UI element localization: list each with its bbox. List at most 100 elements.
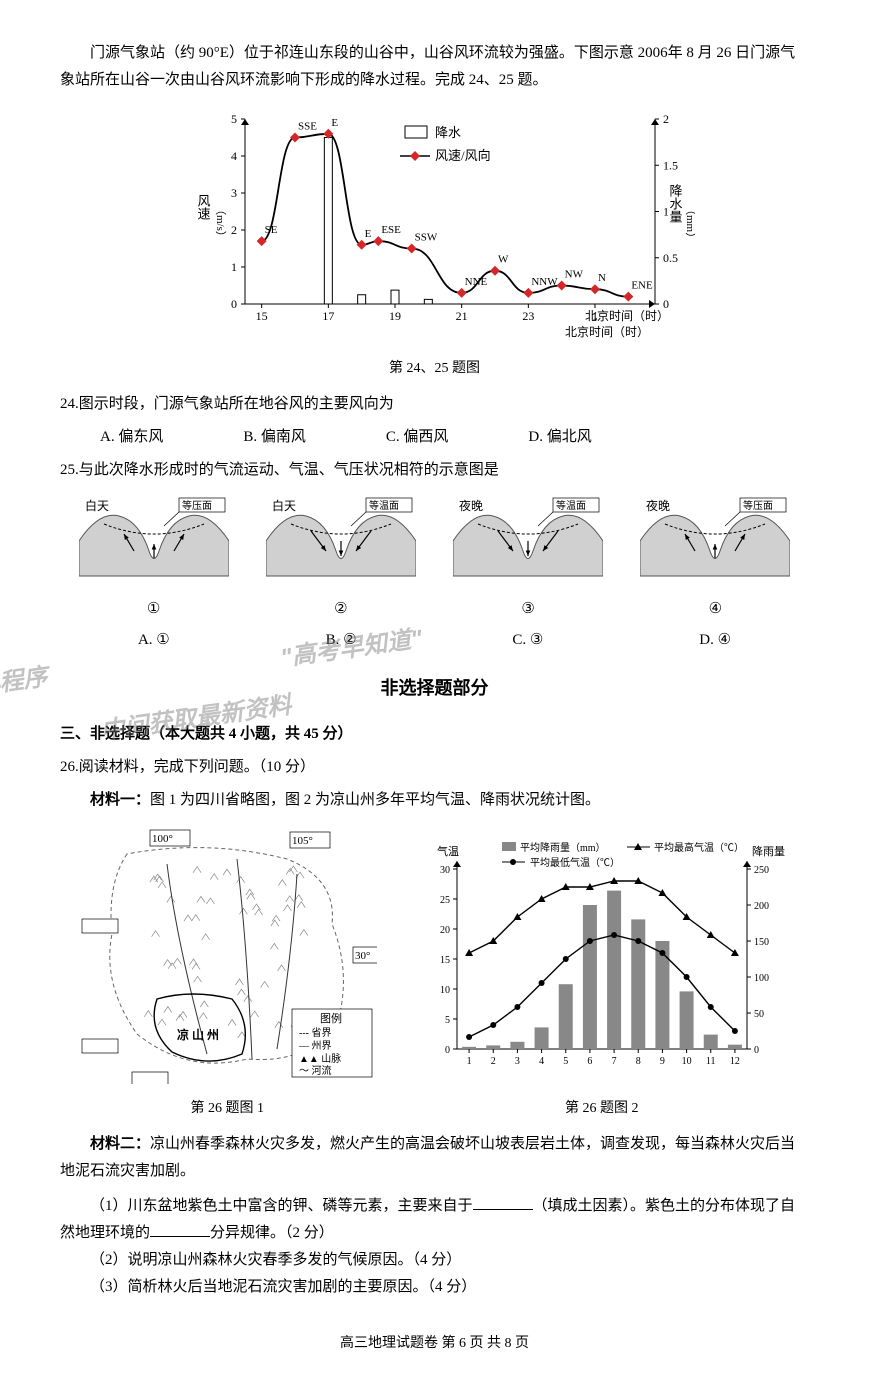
svg-text:15: 15 bbox=[255, 309, 267, 323]
svg-text:--- 省界: --- 省界 bbox=[299, 1026, 332, 1039]
svg-text:3: 3 bbox=[515, 1056, 520, 1067]
svg-text:19: 19 bbox=[389, 309, 401, 323]
svg-text:17: 17 bbox=[322, 309, 334, 323]
valley-num-2: ② bbox=[266, 596, 416, 623]
svg-text:1: 1 bbox=[466, 1056, 471, 1067]
svg-text:5: 5 bbox=[231, 112, 237, 126]
svg-text:降水量: 降水量 bbox=[667, 184, 682, 223]
wind-chart-caption: 第 24、25 题图 bbox=[60, 356, 809, 381]
svg-text:等温面: 等温面 bbox=[369, 499, 399, 512]
svg-text:等温面: 等温面 bbox=[556, 499, 586, 512]
page-footer: 高三地理试题卷 第 6 页 共 8 页 bbox=[60, 1331, 809, 1356]
svg-text:21: 21 bbox=[455, 309, 467, 323]
svg-text:等压面: 等压面 bbox=[182, 499, 212, 512]
svg-text:23: 23 bbox=[522, 309, 534, 323]
svg-text:4: 4 bbox=[539, 1056, 544, 1067]
svg-text:15: 15 bbox=[440, 955, 450, 966]
svg-text:0.5: 0.5 bbox=[663, 251, 678, 265]
svg-text:2: 2 bbox=[231, 223, 237, 237]
svg-text:200: 200 bbox=[754, 901, 769, 912]
svg-text:夜晚: 夜晚 bbox=[459, 498, 483, 513]
svg-text:30°: 30° bbox=[355, 950, 370, 962]
svg-text:11: 11 bbox=[706, 1056, 716, 1067]
q24-opt-a: A. 偏东风 bbox=[100, 424, 163, 451]
svg-text:白天: 白天 bbox=[272, 498, 296, 513]
svg-text:白天: 白天 bbox=[85, 498, 109, 513]
q26-subquestions: （1）川东盆地紫色土中富含的钾、磷等元素，主要来自于（填成土因素）。紫色土的分布… bbox=[60, 1193, 809, 1301]
svg-text:250: 250 bbox=[754, 865, 769, 876]
section-nonselect-title: 非选择题部分 微信搜索小程序 "高考早知道" 中间获取最新资料 bbox=[60, 672, 809, 704]
svg-text:NNW: NNW bbox=[531, 276, 558, 288]
q24-options: A. 偏东风 B. 偏南风 C. 偏西风 D. 偏北风 bbox=[100, 424, 809, 451]
svg-text:2: 2 bbox=[663, 112, 669, 126]
svg-text:N: N bbox=[598, 272, 606, 284]
wind-chart: 01234500.511.5215171921231北京时间（时）北京时间（时）… bbox=[60, 104, 809, 381]
svg-text:▲▲ 山脉: ▲▲ 山脉 bbox=[299, 1052, 341, 1065]
svg-text:SE: SE bbox=[264, 224, 277, 236]
q24-opt-d: D. 偏北风 bbox=[528, 424, 591, 451]
svg-text:1: 1 bbox=[231, 260, 237, 274]
svg-text:6: 6 bbox=[587, 1056, 592, 1067]
svg-text:3: 3 bbox=[231, 186, 237, 200]
svg-text:10: 10 bbox=[440, 985, 450, 996]
svg-text:夜晚: 夜晚 bbox=[646, 498, 670, 513]
svg-text:— 州界: — 州界 bbox=[298, 1040, 332, 1052]
valley-num-3: ③ bbox=[453, 596, 603, 623]
svg-text:气温: 气温 bbox=[437, 844, 459, 858]
svg-text:20: 20 bbox=[440, 925, 450, 936]
svg-text:12: 12 bbox=[730, 1056, 740, 1067]
svg-text:风速: 风速 bbox=[195, 194, 210, 220]
svg-text:30: 30 bbox=[440, 865, 450, 876]
svg-text:9: 9 bbox=[660, 1056, 665, 1067]
svg-text:平均最高气温（℃）: 平均最高气温（℃） bbox=[654, 841, 744, 854]
svg-text:ENE: ENE bbox=[631, 280, 653, 292]
valley-diagrams: 等压面 白天 ① 等温面 白天 ② 等温面 夜晚 ③ 等压面 夜晚 ④ bbox=[60, 496, 809, 623]
q24-opt-b: B. 偏南风 bbox=[243, 424, 306, 451]
svg-text:4: 4 bbox=[231, 149, 237, 163]
svg-text:50: 50 bbox=[754, 1009, 764, 1020]
svg-text:NW: NW bbox=[564, 269, 583, 281]
svg-text:105°: 105° bbox=[292, 835, 313, 847]
svg-text:0: 0 bbox=[231, 297, 237, 311]
svg-text:E: E bbox=[364, 228, 371, 240]
q25-opt-b: B. ② bbox=[326, 627, 357, 654]
fig2-caption: 第 26 题图 2 bbox=[412, 1096, 792, 1121]
svg-text:E: E bbox=[331, 117, 338, 129]
svg-text:等压面: 等压面 bbox=[743, 499, 773, 512]
q26-figures: 凉 山 州100°105°30°图例--- 省界— 州界▲▲ 山脉～ 河流 第 … bbox=[60, 824, 809, 1121]
heading-3: 三、非选择题（本大题共 4 小题，共 45 分） bbox=[60, 721, 809, 748]
svg-text:W: W bbox=[498, 254, 509, 266]
svg-text:图例: 图例 bbox=[320, 1011, 342, 1025]
q24-opt-c: C. 偏西风 bbox=[386, 424, 449, 451]
q25-opt-d: D. ④ bbox=[699, 627, 731, 654]
material-2: 材料二：凉山州春季森林火灾多发，燃火产生的高温会破坏山坡表层岩土体，调查发现，每… bbox=[60, 1131, 809, 1185]
svg-text:风速/风向: 风速/风向 bbox=[435, 148, 491, 163]
intro-text: 门源气象站（约 90°E）位于祁连山东段的山谷中，山谷风环流较为强盛。下图示意 … bbox=[60, 40, 809, 94]
svg-text:0: 0 bbox=[445, 1045, 450, 1056]
svg-text:2: 2 bbox=[491, 1056, 496, 1067]
svg-text:北京时间（时）: 北京时间（时） bbox=[565, 325, 649, 339]
fig1-caption: 第 26 题图 1 bbox=[77, 1096, 377, 1121]
sichuan-map: 凉 山 州100°105°30°图例--- 省界— 州界▲▲ 山脉～ 河流 bbox=[77, 824, 377, 1084]
q25-opt-a: A. ① bbox=[138, 627, 170, 654]
svg-text:10: 10 bbox=[681, 1056, 691, 1067]
q25-options: A. ① B. ② C. ③ D. ④ bbox=[60, 627, 809, 654]
watermark-1: 微信搜索小程序 bbox=[0, 656, 50, 722]
svg-text:平均最低气温（℃）: 平均最低气温（℃） bbox=[530, 856, 620, 869]
valley-num-4: ④ bbox=[640, 596, 790, 623]
svg-text:5: 5 bbox=[563, 1056, 568, 1067]
svg-text:25: 25 bbox=[440, 895, 450, 906]
svg-text:100°: 100° bbox=[152, 833, 173, 845]
svg-text:ESE: ESE bbox=[381, 224, 401, 236]
svg-text:0: 0 bbox=[754, 1045, 759, 1056]
q25-opt-c: C. ③ bbox=[512, 627, 543, 654]
svg-text:～ 河流: ～ 河流 bbox=[299, 1064, 332, 1077]
q26-sub1: （1）川东盆地紫色土中富含的钾、磷等元素，主要来自于（填成土因素）。紫色土的分布… bbox=[60, 1193, 809, 1247]
svg-text:1.5: 1.5 bbox=[663, 158, 678, 172]
svg-text:NNE: NNE bbox=[464, 276, 487, 288]
svg-text:100: 100 bbox=[754, 973, 769, 984]
svg-text:SSW: SSW bbox=[414, 232, 437, 244]
svg-text:（m/s）: （m/s） bbox=[214, 204, 227, 242]
q26-stem: 26.阅读材料，完成下列问题。（10 分） bbox=[60, 754, 809, 781]
valley-num-1: ① bbox=[79, 596, 229, 623]
